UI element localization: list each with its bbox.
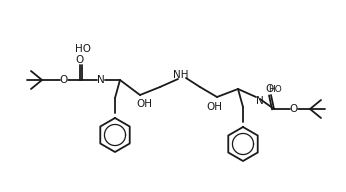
Text: O: O bbox=[76, 55, 84, 65]
Text: O: O bbox=[60, 75, 68, 85]
Text: OH: OH bbox=[136, 99, 152, 109]
Text: NH: NH bbox=[173, 70, 189, 80]
Text: O: O bbox=[290, 104, 298, 114]
Text: HO: HO bbox=[268, 84, 282, 94]
Text: HO: HO bbox=[75, 44, 91, 54]
Text: N: N bbox=[97, 75, 105, 85]
Text: OH: OH bbox=[206, 102, 222, 112]
Text: N: N bbox=[256, 96, 264, 106]
Text: O: O bbox=[265, 84, 273, 94]
